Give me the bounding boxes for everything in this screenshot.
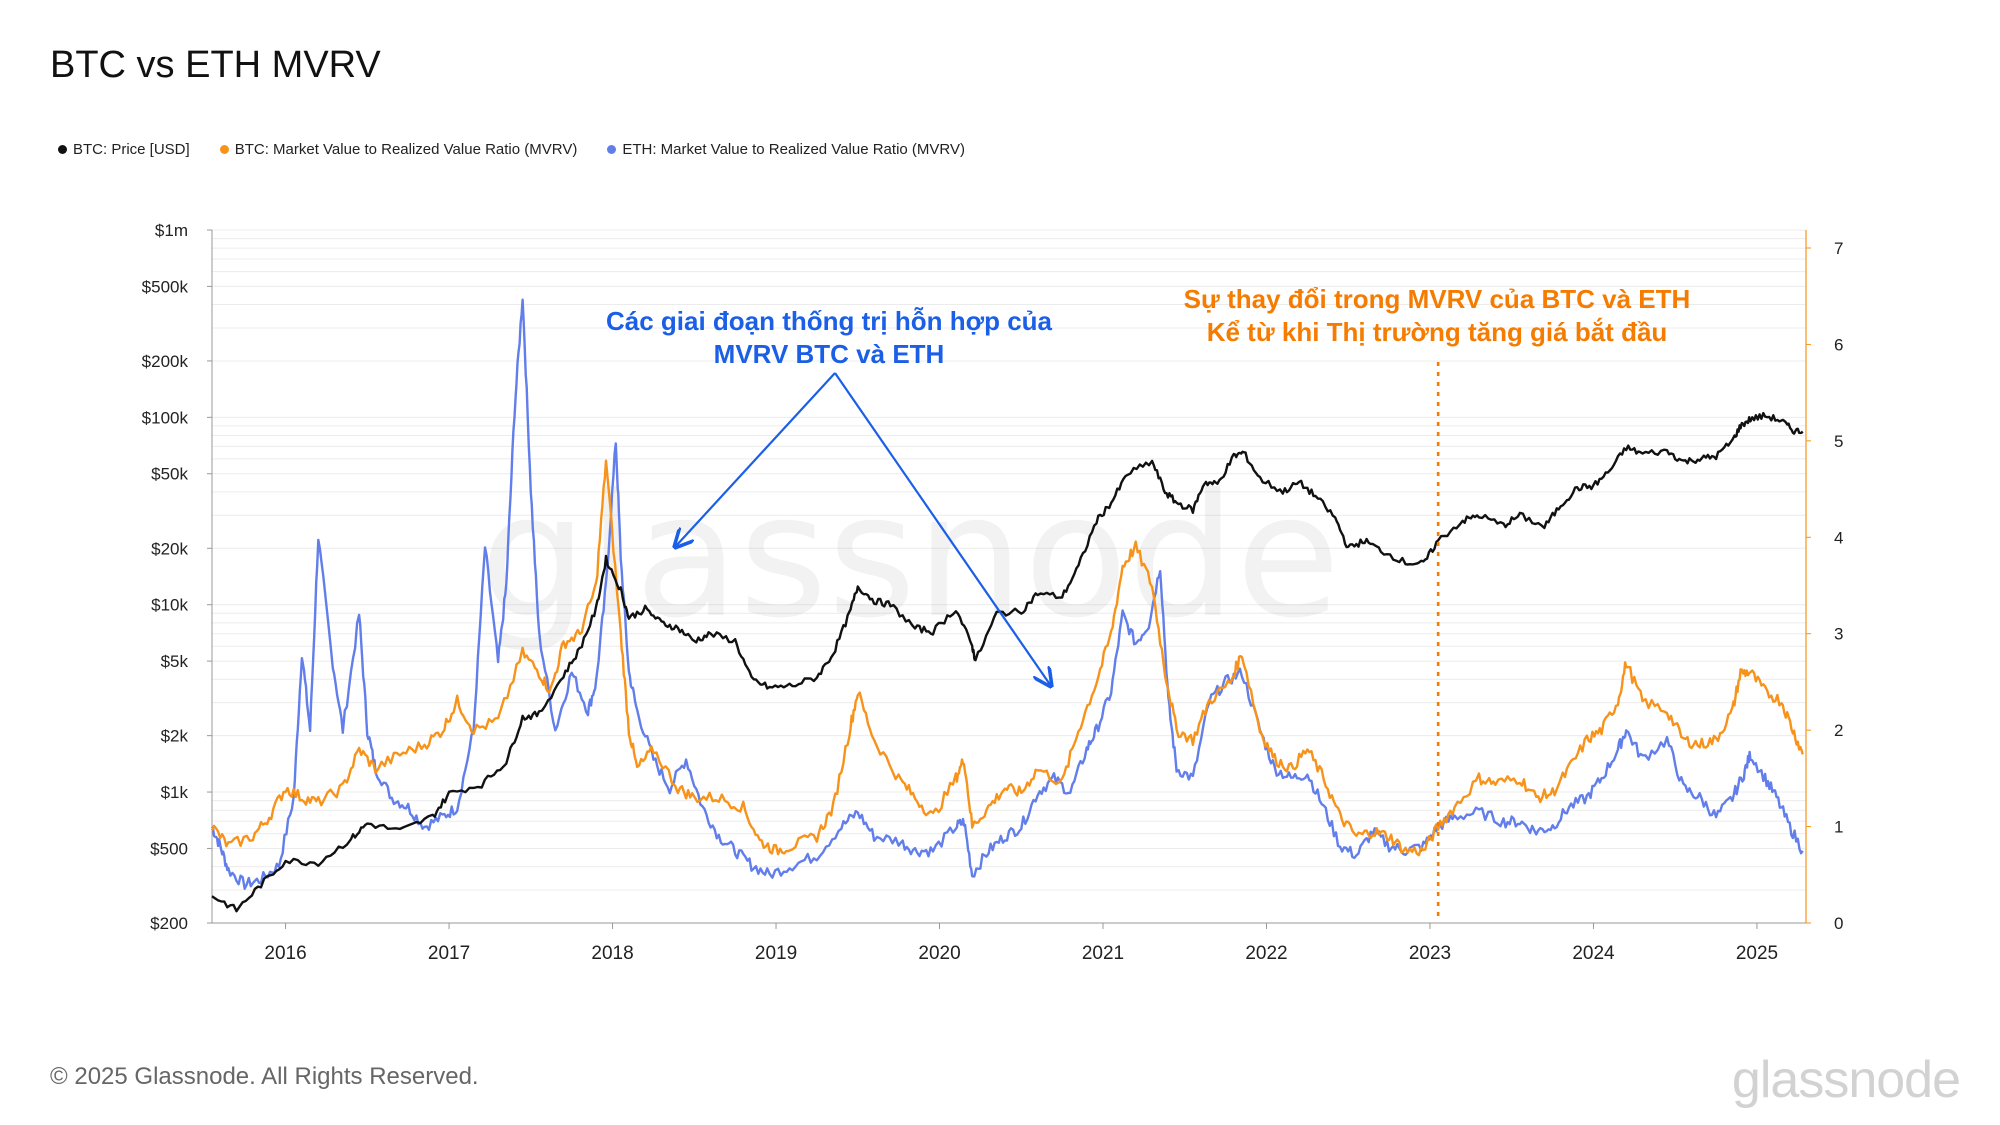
axes: $200 $500 $1k $2k $5k $10k $20k $50k $100k $200k $…: [142, 221, 1844, 964]
x-tick-label: 2021: [1082, 943, 1124, 964]
x-tick-label: 2018: [591, 943, 633, 964]
annotation-blue-line-1: Các giai đoạn thống trị hỗn hợp của: [606, 306, 1053, 336]
y-tick-label-left: $500: [150, 839, 188, 858]
x-tick-label: 2017: [428, 943, 470, 964]
y-tick-label-left: $1k: [161, 783, 189, 802]
y-tick-label-left: $200k: [142, 352, 189, 371]
x-tick-label: 2023: [1409, 943, 1451, 964]
y-tick-label-left: $1m: [155, 221, 188, 240]
annotation-orange-line-1: Sự thay đổi trong MVRV của BTC và ETH: [1184, 284, 1691, 314]
copyright-text: © 2025 Glassnode. All Rights Reserved.: [50, 1063, 479, 1090]
y-tick-label-right: 7: [1834, 239, 1843, 258]
y-tick-label-right: 1: [1834, 818, 1843, 837]
y-tick-label-left: $50k: [151, 465, 188, 484]
annotation-blue-line-2: MVRV BTC và ETH: [714, 339, 945, 369]
glassnode-logo: glassnode: [1731, 1051, 1961, 1109]
y-tick-label-right: 4: [1834, 528, 1843, 547]
y-tick-label-left: $200: [150, 914, 188, 933]
annotations: Các giai đoạn thống trị hỗn hợp của MVRV…: [606, 284, 1690, 686]
annotation-arrow-left: [675, 372, 836, 547]
legend: BTC: Price [USD] BTC: Market Value to Re…: [58, 141, 965, 158]
x-tick-label: 2016: [264, 943, 306, 964]
annotation-arrow-right: [834, 372, 1051, 686]
y-tick-label-right: 6: [1834, 335, 1843, 354]
legend-dot-icon: [219, 145, 229, 154]
series-line-2: [210, 298, 1804, 890]
series-line-1: [210, 459, 1804, 857]
y-tick-label-right: 0: [1834, 914, 1843, 933]
y-tick-label-left: $10k: [151, 596, 188, 615]
legend-item-btc-mvrv[interactable]: BTC: Market Value to Realized Value Rati…: [219, 141, 578, 158]
x-tick-label: 2024: [1572, 943, 1615, 964]
y-tick-label-right: 5: [1834, 432, 1843, 451]
legend-item-eth-mvrv[interactable]: ETH: Market Value to Realized Value Rati…: [607, 141, 965, 158]
legend-label: BTC: Market Value to Realized Value Rati…: [234, 141, 578, 158]
x-tick-label: 2025: [1736, 943, 1778, 964]
y-tick-label-left: $5k: [161, 652, 189, 671]
series-line-0: [211, 411, 1804, 913]
x-tick-label: 2022: [1245, 943, 1287, 964]
y-tick-label-left: $2k: [161, 727, 189, 746]
legend-label: ETH: Market Value to Realized Value Rati…: [622, 141, 965, 158]
chart-title: BTC vs ETH MVRV: [50, 44, 381, 86]
legend-label: BTC: Price [USD]: [73, 141, 190, 158]
x-tick-label: 2020: [918, 943, 960, 964]
legend-item-btc-price[interactable]: BTC: Price [USD]: [58, 141, 190, 158]
series: [210, 298, 1804, 921]
legend-dot-icon: [607, 145, 617, 154]
x-tick-label: 2019: [755, 943, 797, 964]
y-tick-label-left: $100k: [142, 408, 189, 427]
y-tick-label-right: 2: [1834, 721, 1843, 740]
y-tick-label-left: $20k: [151, 539, 188, 558]
y-tick-label-right: 3: [1834, 625, 1843, 644]
annotation-orange-line-2: Kể từ khi Thị trường tăng giá bắt đầu: [1207, 317, 1668, 347]
legend-dot-icon: [58, 145, 67, 154]
y-tick-label-left: $500k: [142, 277, 189, 296]
